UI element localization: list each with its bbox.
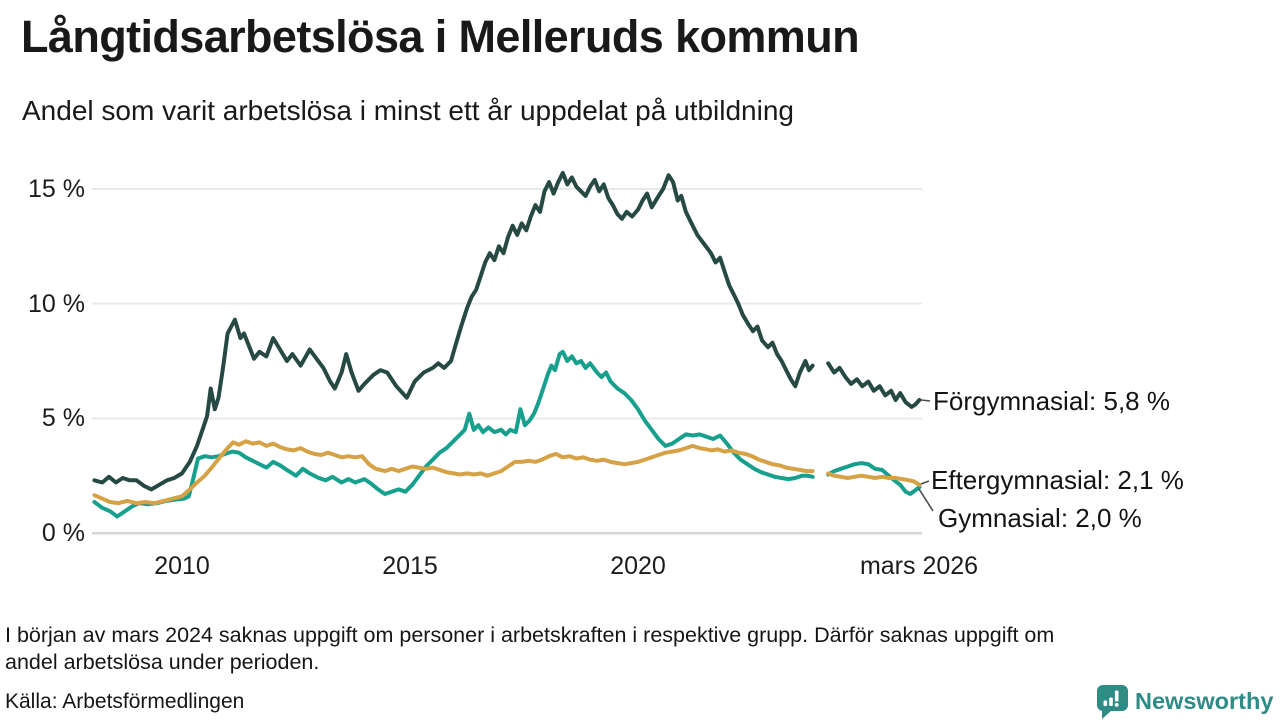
x-tick-label-1: 2015 — [382, 552, 438, 580]
series-line-gymnasial — [92, 349, 922, 519]
source-text: Källa: Arbetsförmedlingen — [5, 690, 245, 713]
footnote-line-2: andel arbetslösa under perioden. — [5, 650, 320, 674]
series-end-label-gymnasial: Gymnasial: 2,0 % — [938, 503, 1142, 533]
newsworthy-logo-text: Newsworthy — [1135, 688, 1274, 714]
newsworthy-logo-icon — [1097, 685, 1128, 719]
y-tick-label-5: 5 % — [41, 404, 85, 433]
label-connector-eftergymnasial — [920, 480, 930, 485]
x-tick-label-2: 2020 — [610, 552, 666, 580]
x-tick-label-0: 2010 — [154, 552, 210, 580]
y-tick-label-15: 15 % — [28, 175, 85, 203]
label-connector-gymnasial — [918, 488, 934, 512]
footnote-line-1: I början av mars 2024 saknas uppgift om … — [5, 623, 1055, 647]
series-end-label-forgymnasial: Förgymnasial: 5,8 % — [933, 386, 1170, 416]
chart-subtitle: Andel som varit arbetslösa i minst ett å… — [22, 95, 794, 126]
chart-title: Långtidsarbetslösa i Melleruds kommun — [21, 11, 860, 62]
series-end-label-eftergymnasial: Eftergymnasial: 2,1 % — [931, 465, 1184, 495]
y-tick-label-0: 0 % — [41, 519, 85, 547]
x-tick-label-3: mars 2026 — [859, 552, 979, 580]
label-connector-forgymnasial — [920, 399, 931, 402]
series-line-forgymnasial — [92, 170, 922, 492]
y-tick-label-10: 10 % — [28, 289, 85, 318]
series-line-eftergymnasial — [92, 439, 922, 506]
